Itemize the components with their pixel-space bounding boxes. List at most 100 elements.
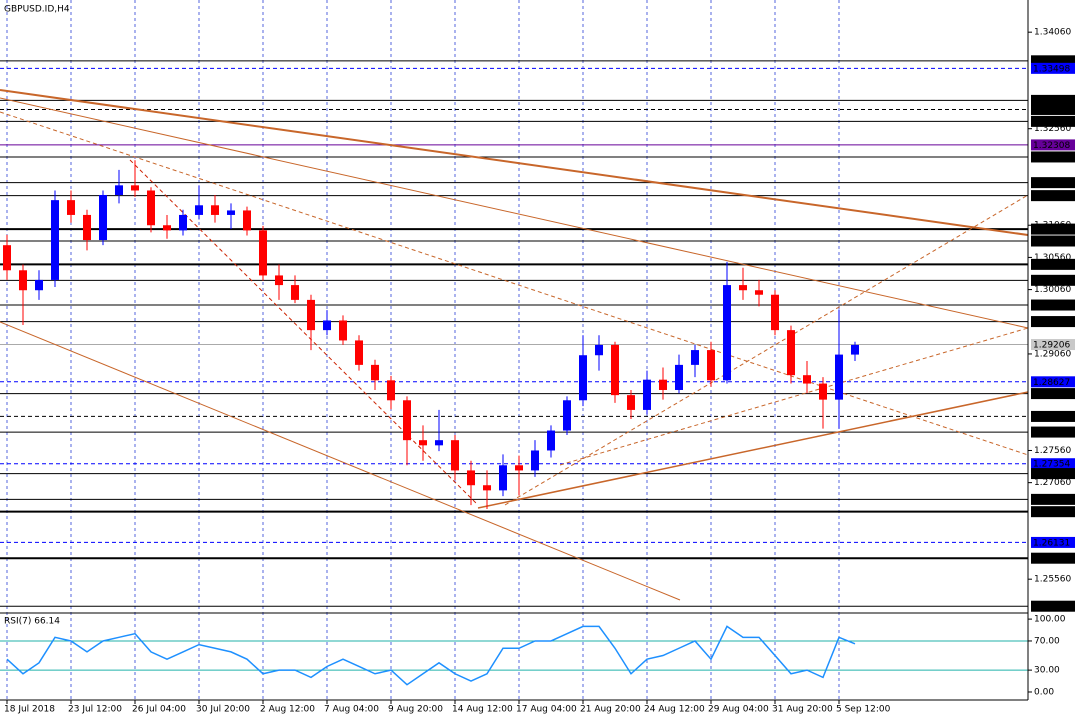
level-label: 1.27201 — [1033, 470, 1070, 480]
candle-body — [307, 299, 315, 331]
chart-title: GBPUSD.ID,H4 — [4, 5, 70, 15]
candle-body — [35, 279, 43, 291]
x-tick-label: 29 Aug 04:00 — [708, 705, 769, 715]
x-tick-label: 9 Aug 20:00 — [388, 705, 443, 715]
candle-body — [179, 214, 187, 231]
y-tick-label: 100.00 — [1034, 615, 1066, 625]
y-tick-label: 1.32560 — [1034, 124, 1071, 134]
level-label-box — [1031, 223, 1075, 235]
level-label: 1.26800 — [1033, 495, 1070, 505]
candle-body — [323, 320, 331, 331]
level-label-box — [1031, 426, 1075, 438]
level-label: 1.25886 — [1033, 554, 1070, 564]
level-label-box — [1031, 536, 1075, 548]
level-label: 1.30204 — [1033, 276, 1070, 286]
y-tick-label: 1.34060 — [1034, 28, 1071, 38]
candle-body — [707, 350, 715, 381]
level-label: 1.33498 — [1033, 64, 1070, 74]
candle-body — [739, 285, 747, 291]
level-label-box — [1031, 552, 1075, 564]
candle-body — [147, 190, 155, 226]
x-tick-label: 18 Jul 2018 — [4, 705, 55, 715]
level-label: 1.28627 — [1033, 378, 1070, 388]
candle-body — [115, 185, 123, 195]
level-label: 1.26609 — [1033, 508, 1070, 518]
y-tick-label: 1.30060 — [1034, 285, 1071, 295]
candle-body — [19, 270, 27, 291]
level-label: 1.32674 — [1033, 117, 1070, 127]
candle-body — [499, 465, 507, 491]
trend-line — [129, 159, 479, 506]
level-label: 1.28089 — [1033, 412, 1070, 422]
trend-line — [0, 321, 681, 601]
level-label: 1.31000 — [1033, 225, 1070, 235]
level-label-box — [1031, 103, 1075, 115]
last-price-label: 1.29206 — [1033, 341, 1070, 351]
level-label-box — [1031, 468, 1075, 480]
candle-body — [723, 285, 731, 381]
level-label-box — [1031, 506, 1075, 518]
y-tick-label: 30.00 — [1034, 666, 1060, 676]
x-tick-label: 23 Jul 12:00 — [68, 705, 122, 715]
trend-line — [504, 194, 1029, 506]
x-tick-label: 26 Jul 04:00 — [132, 705, 186, 715]
x-tick-label: 5 Sep 12:00 — [836, 705, 891, 715]
level-label: 1.30452 — [1033, 260, 1070, 270]
candle-body — [403, 400, 411, 441]
level-label-box — [1031, 94, 1075, 106]
candle-body — [227, 210, 235, 215]
x-tick-label: 14 Aug 12:00 — [452, 705, 513, 715]
level-label-box — [1031, 410, 1075, 422]
level-label: 1.32121 — [1033, 153, 1070, 163]
level-label: 1.29563 — [1033, 318, 1070, 328]
level-label-box — [1031, 299, 1075, 311]
candle-body — [515, 465, 523, 471]
candle-body — [451, 440, 459, 471]
candle-body — [371, 364, 379, 381]
candle-body — [643, 379, 651, 410]
x-tick-label: 17 Aug 04:00 — [516, 705, 577, 715]
candle-body — [467, 470, 475, 486]
indicator-title: RSI(7) 66.14 — [4, 617, 60, 627]
candle-body — [611, 344, 619, 396]
level-label-box — [1031, 62, 1075, 74]
x-tick-label: 2 Aug 12:00 — [260, 705, 315, 715]
level-label: 1.28444 — [1033, 390, 1070, 400]
level-label: 1.27354 — [1033, 460, 1070, 470]
candle-body — [131, 185, 139, 191]
level-label-box — [1031, 115, 1075, 127]
candle-body — [771, 294, 779, 331]
level-label-box — [1031, 316, 1075, 328]
candle-body — [51, 200, 59, 280]
rsi-line — [6, 625, 856, 686]
level-label: 1.32859 — [1033, 105, 1070, 115]
level-label-box — [1031, 274, 1075, 286]
x-tick-label: 7 Aug 04:00 — [324, 705, 379, 715]
candle-body — [675, 364, 683, 390]
candle-body — [339, 320, 347, 341]
candle-body — [291, 285, 299, 300]
y-tick-label: 1.25560 — [1034, 575, 1071, 585]
x-tick-label: 21 Aug 20:00 — [580, 705, 641, 715]
levels — [0, 60, 1028, 671]
candle-body — [67, 200, 75, 215]
y-tick-label: 1.29060 — [1034, 349, 1071, 359]
y-tick-label: 70.00 — [1034, 636, 1060, 646]
trend-line — [0, 111, 1029, 456]
y-tick-label: 1.27060 — [1034, 478, 1071, 488]
y-tick-label: 0.00 — [1034, 687, 1054, 697]
candle-body — [3, 245, 11, 271]
level-label-box — [1031, 139, 1075, 151]
level-label: 1.25140 — [1033, 602, 1070, 612]
level-label: 1.26131 — [1033, 538, 1070, 548]
candle-body — [547, 430, 555, 451]
trend-line — [477, 391, 1029, 509]
labels: 18 Jul 2018 23 Jul 12:00 26 Jul 04:00 30 Ju… — [4, 28, 1075, 715]
candle-body — [483, 485, 491, 491]
candle-body — [819, 383, 827, 400]
candle-body — [531, 450, 539, 471]
level-label: 1.31520 — [1033, 192, 1070, 202]
candle-body — [659, 379, 667, 390]
y-tick-label: 1.27560 — [1034, 446, 1071, 456]
